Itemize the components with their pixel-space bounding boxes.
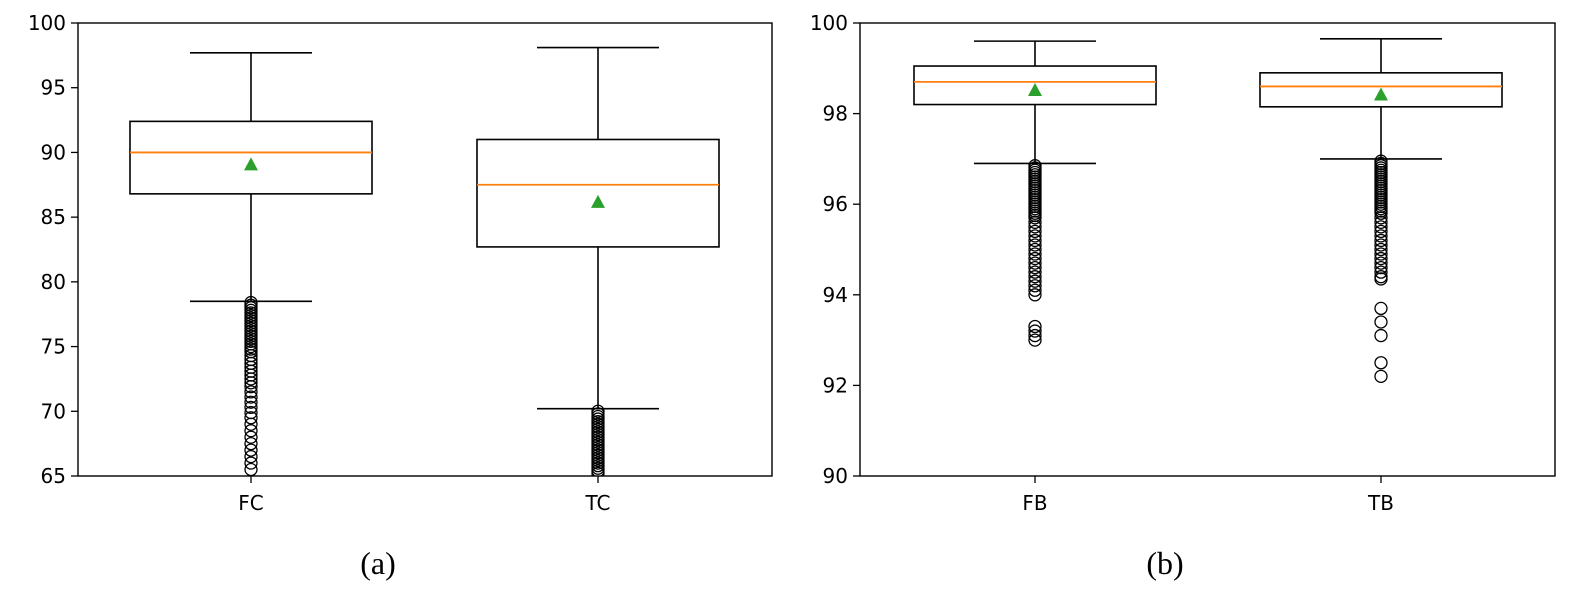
outlier-fb-40: [1028, 288, 1042, 302]
outlier-fc-32: [244, 400, 258, 415]
axes-frame-b: [859, 22, 1556, 477]
plot-area-b: [913, 38, 1503, 383]
mean-marker-fb: [1028, 82, 1042, 96]
outlier-fc-34: [244, 411, 258, 425]
outlier-fc-39: [244, 443, 258, 457]
outlier-fb-36: [1028, 270, 1042, 284]
outlier-tb-27: [1374, 224, 1388, 239]
mean-marker-tb: [1374, 87, 1388, 101]
outlier-tb-26: [1374, 220, 1388, 234]
box-tb: [1259, 72, 1503, 108]
y-tick-label-b-2: 94: [823, 283, 848, 307]
outlier-tb-35: [1374, 260, 1388, 275]
outlier-tb-34: [1374, 256, 1388, 270]
outlier-tb-43: [1374, 369, 1388, 383]
y-tick-label-a-4: 85: [41, 205, 66, 229]
outlier-tb-29: [1374, 233, 1388, 248]
outlier-tb-28: [1374, 229, 1388, 243]
outlier-fb-44: [1028, 333, 1042, 347]
box-tc: [476, 138, 720, 248]
outlier-fc-36: [244, 424, 258, 438]
outlier-fc-35: [244, 417, 258, 431]
outlier-fc-31: [244, 395, 258, 409]
y-tick-label-b-4: 98: [823, 102, 848, 126]
plot-area-a: [129, 46, 720, 476]
outlier-fb-26: [1028, 224, 1042, 239]
outlier-fb-27: [1028, 229, 1042, 243]
outlier-fc-30: [244, 390, 258, 404]
outlier-fb-34: [1028, 260, 1042, 275]
outlier-fb-37: [1028, 274, 1042, 288]
box-fc: [129, 120, 373, 195]
outlier-tb-36: [1374, 265, 1388, 279]
outlier-fc-41: [244, 456, 258, 470]
x-tick-label-fc: FC: [238, 491, 263, 515]
outlier-tb-23: [1374, 206, 1388, 220]
outlier-tb-38: [1374, 272, 1388, 286]
y-tick-label-a-2: 75: [41, 335, 66, 359]
outlier-fb-29: [1028, 238, 1042, 252]
outlier-fb-23: [1028, 211, 1042, 225]
y-tick-label-a-7: 100: [28, 11, 66, 35]
outlier-fb-30: [1028, 242, 1042, 257]
panel-a: 65 70 75 80 85 90 95 100 FC TC: [28, 11, 773, 515]
outlier-tb-24: [1374, 211, 1388, 225]
outlier-fc-37: [244, 430, 258, 444]
y-tick-label-b-5: 100: [810, 11, 848, 35]
y-tick-label-a-6: 95: [41, 76, 66, 100]
outlier-tb-42: [1374, 356, 1388, 370]
outlier-tb-39: [1374, 301, 1388, 316]
box-fb: [913, 65, 1157, 106]
outlier-tb-25: [1374, 215, 1388, 229]
outlier-fc-27: [244, 376, 258, 390]
y-tick-label-b-3: 96: [823, 192, 848, 216]
outlier-tb-41: [1374, 328, 1388, 343]
y-tick-label-b-1: 92: [823, 373, 848, 397]
outlier-tb-33: [1374, 251, 1388, 266]
outlier-fb-25: [1028, 220, 1042, 234]
outlier-fb-38: [1028, 279, 1042, 293]
outlier-fb-33: [1028, 256, 1042, 270]
outlier-fb-43: [1028, 328, 1042, 343]
outlier-fb-35: [1028, 265, 1042, 279]
outlier-fb-31: [1028, 247, 1042, 261]
x-tick-label-tb: TB: [1367, 491, 1394, 515]
y-tick-label-b-0: 90: [823, 464, 848, 488]
y-tick-label-a-0: 65: [41, 464, 66, 488]
outlier-fc-26: [244, 372, 258, 386]
outlier-tc-24: [591, 466, 605, 476]
y-tick-label-a-3: 80: [41, 270, 66, 294]
y-tick-label-a-1: 70: [41, 399, 66, 423]
outlier-tb-40: [1374, 315, 1388, 329]
outlier-fc-38: [244, 436, 258, 451]
outlier-fb-41: [1028, 319, 1042, 334]
mean-marker-fc: [244, 157, 258, 171]
y-tick-label-a-5: 90: [41, 140, 66, 164]
caption-b: (b): [1146, 545, 1183, 581]
outlier-fc-29: [244, 385, 258, 399]
mean-marker-tc: [591, 194, 605, 208]
panel-b: 90 92 94 96 98 100 FB TB: [810, 11, 1556, 515]
outlier-tb-32: [1374, 247, 1388, 261]
outlier-fc-40: [244, 449, 258, 464]
outlier-fb-24: [1028, 215, 1042, 229]
caption-a: (a): [360, 545, 396, 581]
outlier-tb-31: [1374, 242, 1388, 257]
outlier-fc-28: [244, 380, 258, 394]
outlier-fb-28: [1028, 233, 1042, 248]
outlier-tb-30: [1374, 238, 1388, 252]
axes-frame-a: [77, 22, 773, 477]
outlier-fb-39: [1028, 283, 1042, 297]
x-tick-label-fb: FB: [1022, 491, 1047, 515]
x-tick-label-tc: TC: [584, 491, 610, 515]
outlier-fb-32: [1028, 251, 1042, 266]
outlier-fb-42: [1028, 324, 1042, 338]
